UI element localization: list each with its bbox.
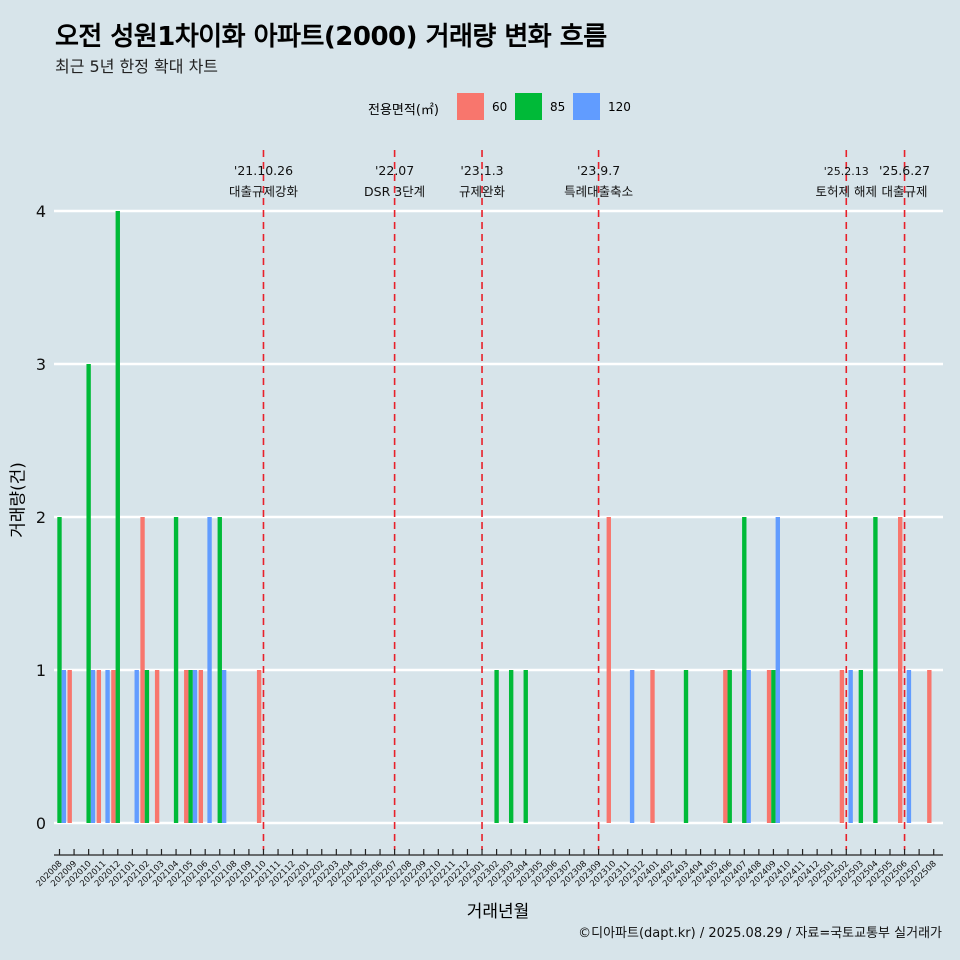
y-tick-label: 0 [36, 814, 46, 833]
bar-120-202105 [192, 670, 198, 823]
bar-60-202011 [96, 670, 102, 823]
legend-title: 전용면적(㎡) [368, 103, 439, 118]
bar-85-202303 [508, 670, 514, 823]
y-tick-label: 3 [36, 355, 46, 374]
event-label: DSR 3단계 [364, 184, 425, 199]
bar-85-202105 [188, 670, 193, 823]
bar-60-202406 [723, 670, 728, 823]
bar-60-202012 [111, 670, 116, 823]
y-tick-label: 1 [36, 661, 46, 680]
bar-85-202302 [494, 670, 499, 823]
bar-85-202107 [217, 517, 222, 823]
bar-60-202103 [154, 670, 160, 823]
y-tick-label: 4 [36, 202, 46, 221]
bar-85-202104 [173, 517, 179, 823]
legend-label-120: 120 [608, 100, 631, 114]
bar-85-202012 [115, 211, 120, 823]
legend: 전용면적(㎡) 60 85 120 [0, 92, 960, 122]
bar-85-202304 [523, 670, 528, 823]
source-caption: ©디아파트(dapt.kr) / 2025.08.29 / 자료=국토교통부 실… [578, 926, 942, 941]
bar-60-202401 [650, 670, 655, 823]
event-label: 특례대출축소 [564, 184, 633, 199]
bar-60-202102 [140, 517, 145, 823]
event-label: 토허제 해제 [816, 184, 877, 199]
event-date: '23.9.7 [577, 163, 620, 178]
bar-60-202009 [67, 670, 72, 823]
bar-85-202504 [873, 517, 878, 823]
x-axis-label: 거래년월 [466, 902, 530, 922]
event-date: '25.2.13 [824, 165, 869, 178]
event-label: 규제완화 [459, 184, 506, 199]
legend-swatch-120 [573, 93, 600, 120]
event-date: '21.10.26 [234, 163, 293, 178]
bar-120-202008 [61, 670, 67, 823]
event-date: '25.6.27 [879, 163, 930, 178]
bar-120-202311 [629, 670, 635, 823]
bar-120-202506 [906, 670, 912, 823]
bar-120-202010 [90, 670, 96, 823]
chart-title: 오전 성원1차이화 아파트(2000) 거래량 변화 흐름 [55, 22, 607, 52]
legend-swatch-60 [457, 93, 484, 120]
bar-85-202503 [858, 670, 864, 823]
bar-60-202508 [927, 670, 932, 823]
legend-label-85: 85 [550, 100, 566, 114]
bar-120-202407 [746, 670, 751, 823]
bar-60-202105 [184, 670, 189, 823]
bar-85-202403 [683, 670, 689, 823]
bar-85-202406 [727, 670, 732, 823]
bar-60-202506 [898, 517, 903, 823]
bar-85-202407 [742, 517, 747, 823]
event-date: '23.1.3 [460, 163, 503, 178]
legend-swatch-85 [515, 93, 542, 120]
bar-120-202409 [775, 517, 780, 823]
event-date: '22.07 [375, 163, 414, 178]
bar-60-202409 [766, 670, 772, 823]
bar-60-202106 [198, 670, 204, 823]
bar-60-202310 [606, 517, 611, 823]
bar-85-202008 [57, 517, 62, 823]
bar-85-202010 [86, 364, 91, 823]
bar-60-202502 [839, 670, 845, 823]
bar-120-202106 [207, 517, 212, 823]
y-tick-label: 2 [36, 508, 46, 527]
bar-120-202011 [105, 670, 110, 823]
bar-120-202107 [221, 670, 227, 823]
event-label: 대출규제강화 [229, 184, 299, 199]
legend-label-60: 60 [492, 100, 508, 114]
bar-120-202502 [848, 670, 853, 823]
event-label: 대출규제 [882, 184, 928, 199]
chart-subtitle: 최근 5년 한정 확대 차트 [55, 57, 219, 76]
y-axis-label: 거래량(건) [8, 462, 29, 538]
bar-85-202102 [144, 670, 150, 823]
bar-60-202110 [256, 670, 262, 823]
bar-85-202409 [771, 670, 776, 823]
bar-120-202101 [134, 670, 139, 823]
